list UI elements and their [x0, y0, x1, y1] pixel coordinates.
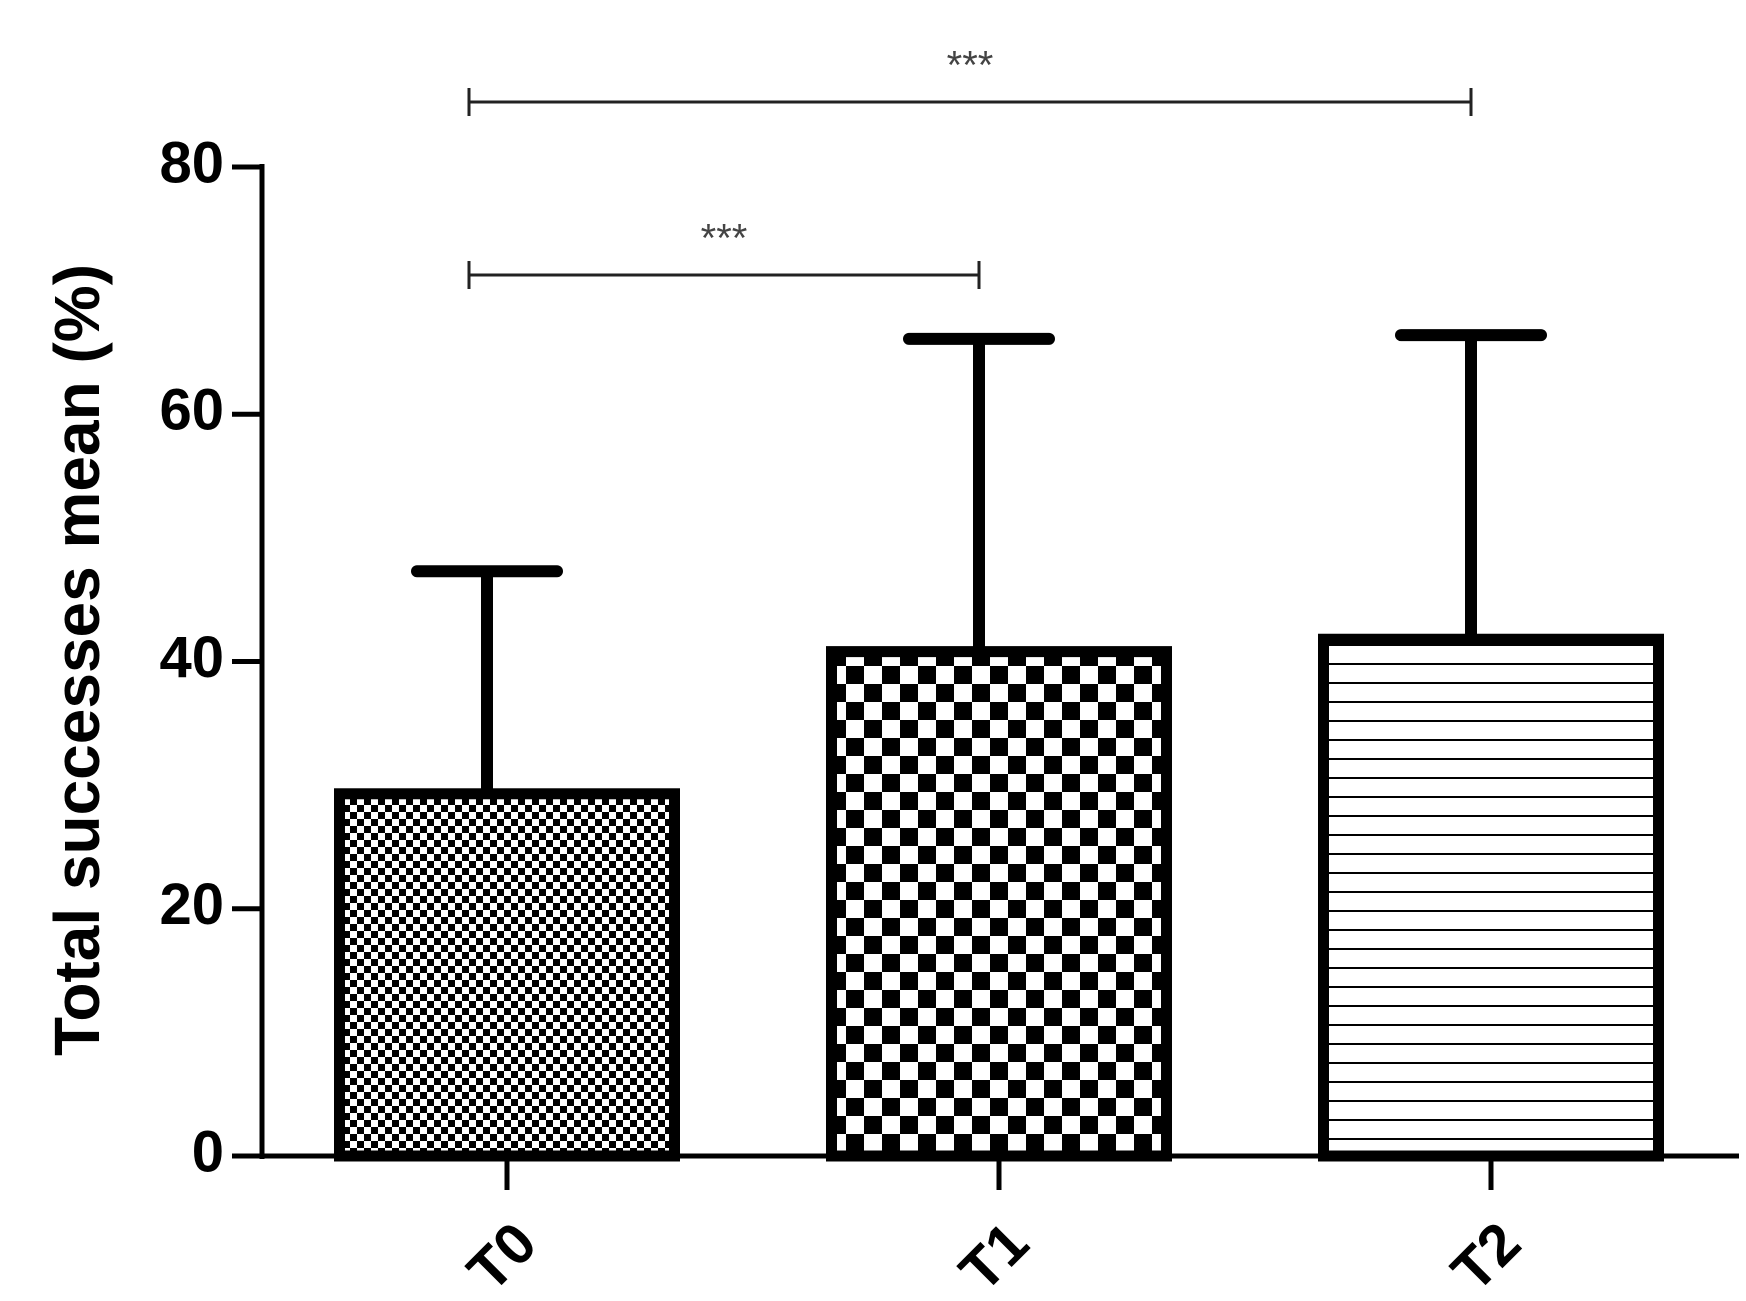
y-tick-label: 60 [159, 378, 224, 443]
significance-label: *** [947, 44, 994, 88]
significance-label: *** [701, 217, 748, 261]
bar [1318, 633, 1664, 1162]
y-axis-title: Total successes mean (%) [41, 264, 113, 1056]
y-tick-label: 80 [159, 130, 224, 195]
y-tick-label: 20 [159, 872, 224, 937]
x-tick-label: T1 [947, 1210, 1041, 1301]
x-tick-label: T2 [1439, 1210, 1533, 1301]
bar [334, 788, 680, 1162]
x-tick-label: T0 [455, 1210, 549, 1301]
y-tick-label: 40 [159, 625, 224, 690]
y-tick-label: 0 [192, 1119, 224, 1184]
bar [826, 646, 1172, 1162]
